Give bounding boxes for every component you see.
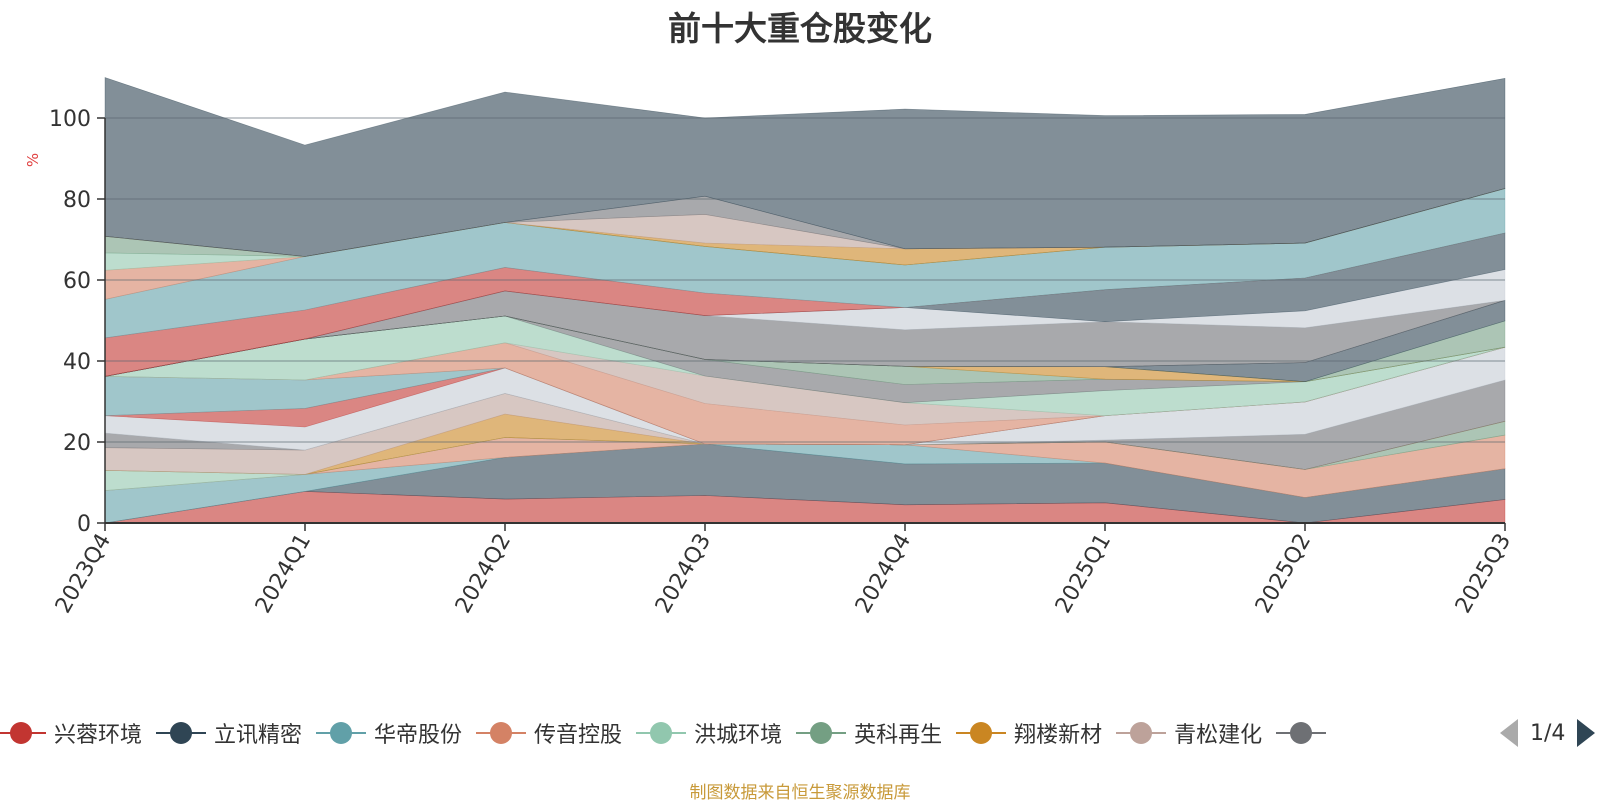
axes (104, 118, 1505, 524)
x-tick-label: 2025Q3 (1451, 530, 1516, 618)
legend-next-page-icon[interactable] (1577, 719, 1596, 747)
grid-lines (105, 117, 1505, 443)
legend-item[interactable]: 兴蓉环境 (0, 713, 142, 753)
legend-items: 兴蓉环境 立讯精密 华帝股份 传音控股 洪城环境 英科再生 翔楼新材 青松建化 (0, 713, 1482, 753)
legend-marker-icon (956, 720, 1007, 746)
legend-marker-dot (810, 722, 833, 744)
x-tick-label: 2024Q1 (251, 530, 316, 618)
x-tick-label: 2025Q1 (1051, 530, 1116, 618)
legend-item-label: 立讯精密 (214, 723, 303, 748)
y-tick-label: 40 (63, 350, 91, 375)
legend-marker-icon (316, 720, 367, 746)
legend-marker-dot (490, 722, 513, 744)
x-tick-label: 2025Q2 (1251, 530, 1316, 618)
legend-item-label: 传音控股 (534, 723, 623, 748)
legend-marker-dot (10, 722, 32, 744)
legend-item[interactable] (1276, 713, 1334, 753)
y-tick-label: 80 (63, 188, 91, 213)
legend-pager: 1/4 (1500, 713, 1596, 753)
y-axis-ticks: 0 20 40 60 80 100 (49, 107, 105, 537)
legend-marker-icon (476, 720, 527, 746)
chart-title: 前十大重仓股变化 (668, 9, 932, 48)
legend-marker-dot (1290, 722, 1313, 744)
legend-item[interactable]: 传音控股 (476, 713, 622, 753)
legend-marker-icon (1276, 720, 1327, 746)
legend-page-indicator: 1/4 (1530, 720, 1566, 746)
y-tick-label: 20 (63, 431, 91, 456)
y-tick-label: 100 (49, 107, 91, 132)
legend-item[interactable]: 青松建化 (1116, 713, 1262, 753)
legend-marker-icon (0, 720, 46, 746)
legend-item[interactable]: 立讯精密 (156, 713, 302, 753)
y-tick-label: 60 (63, 269, 91, 294)
legend-item-label: 英科再生 (854, 723, 943, 748)
legend: 兴蓉环境 立讯精密 华帝股份 传音控股 洪城环境 英科再生 翔楼新材 青松建化 1/4 (0, 713, 1600, 753)
legend-item[interactable]: 翔楼新材 (956, 713, 1102, 753)
legend-marker-icon (156, 720, 207, 746)
legend-marker-dot (170, 722, 193, 744)
y-axis-unit-label: % (24, 153, 42, 167)
legend-marker-dot (1130, 722, 1153, 744)
data-source-note: 制图数据来自恒生聚源数据库 (689, 783, 911, 803)
x-axis-ticks: 2023Q4 2024Q1 2024Q2 2024Q3 2024Q4 2025Q1 2025… (51, 523, 1516, 618)
legend-item-label: 华帝股份 (374, 723, 463, 748)
legend-item[interactable]: 华帝股份 (316, 713, 462, 753)
legend-item[interactable]: 英科再生 (796, 713, 942, 753)
legend-item-label: 翔楼新材 (1014, 723, 1103, 748)
legend-marker-dot (970, 722, 993, 744)
x-tick-label: 2023Q4 (51, 530, 116, 618)
legend-marker-icon (796, 720, 847, 746)
area-series-33 (104, 77, 1506, 257)
legend-item-label: 兴蓉环境 (54, 723, 143, 748)
legend-marker-icon (636, 720, 687, 746)
legend-item[interactable]: 洪城环境 (636, 713, 782, 753)
plot-areas (104, 77, 1506, 524)
x-tick-label: 2024Q3 (651, 530, 716, 618)
y-tick-label: 0 (77, 512, 91, 537)
legend-item-label: 洪城环境 (694, 723, 783, 748)
legend-prev-page-icon[interactable] (1500, 719, 1518, 747)
x-tick-label: 2024Q4 (851, 530, 916, 618)
x-tick-label: 2024Q2 (451, 530, 516, 618)
legend-marker-icon (1116, 720, 1167, 746)
legend-item-label: 青松建化 (1174, 723, 1263, 748)
legend-marker-dot (330, 722, 353, 744)
legend-marker-dot (650, 722, 673, 744)
